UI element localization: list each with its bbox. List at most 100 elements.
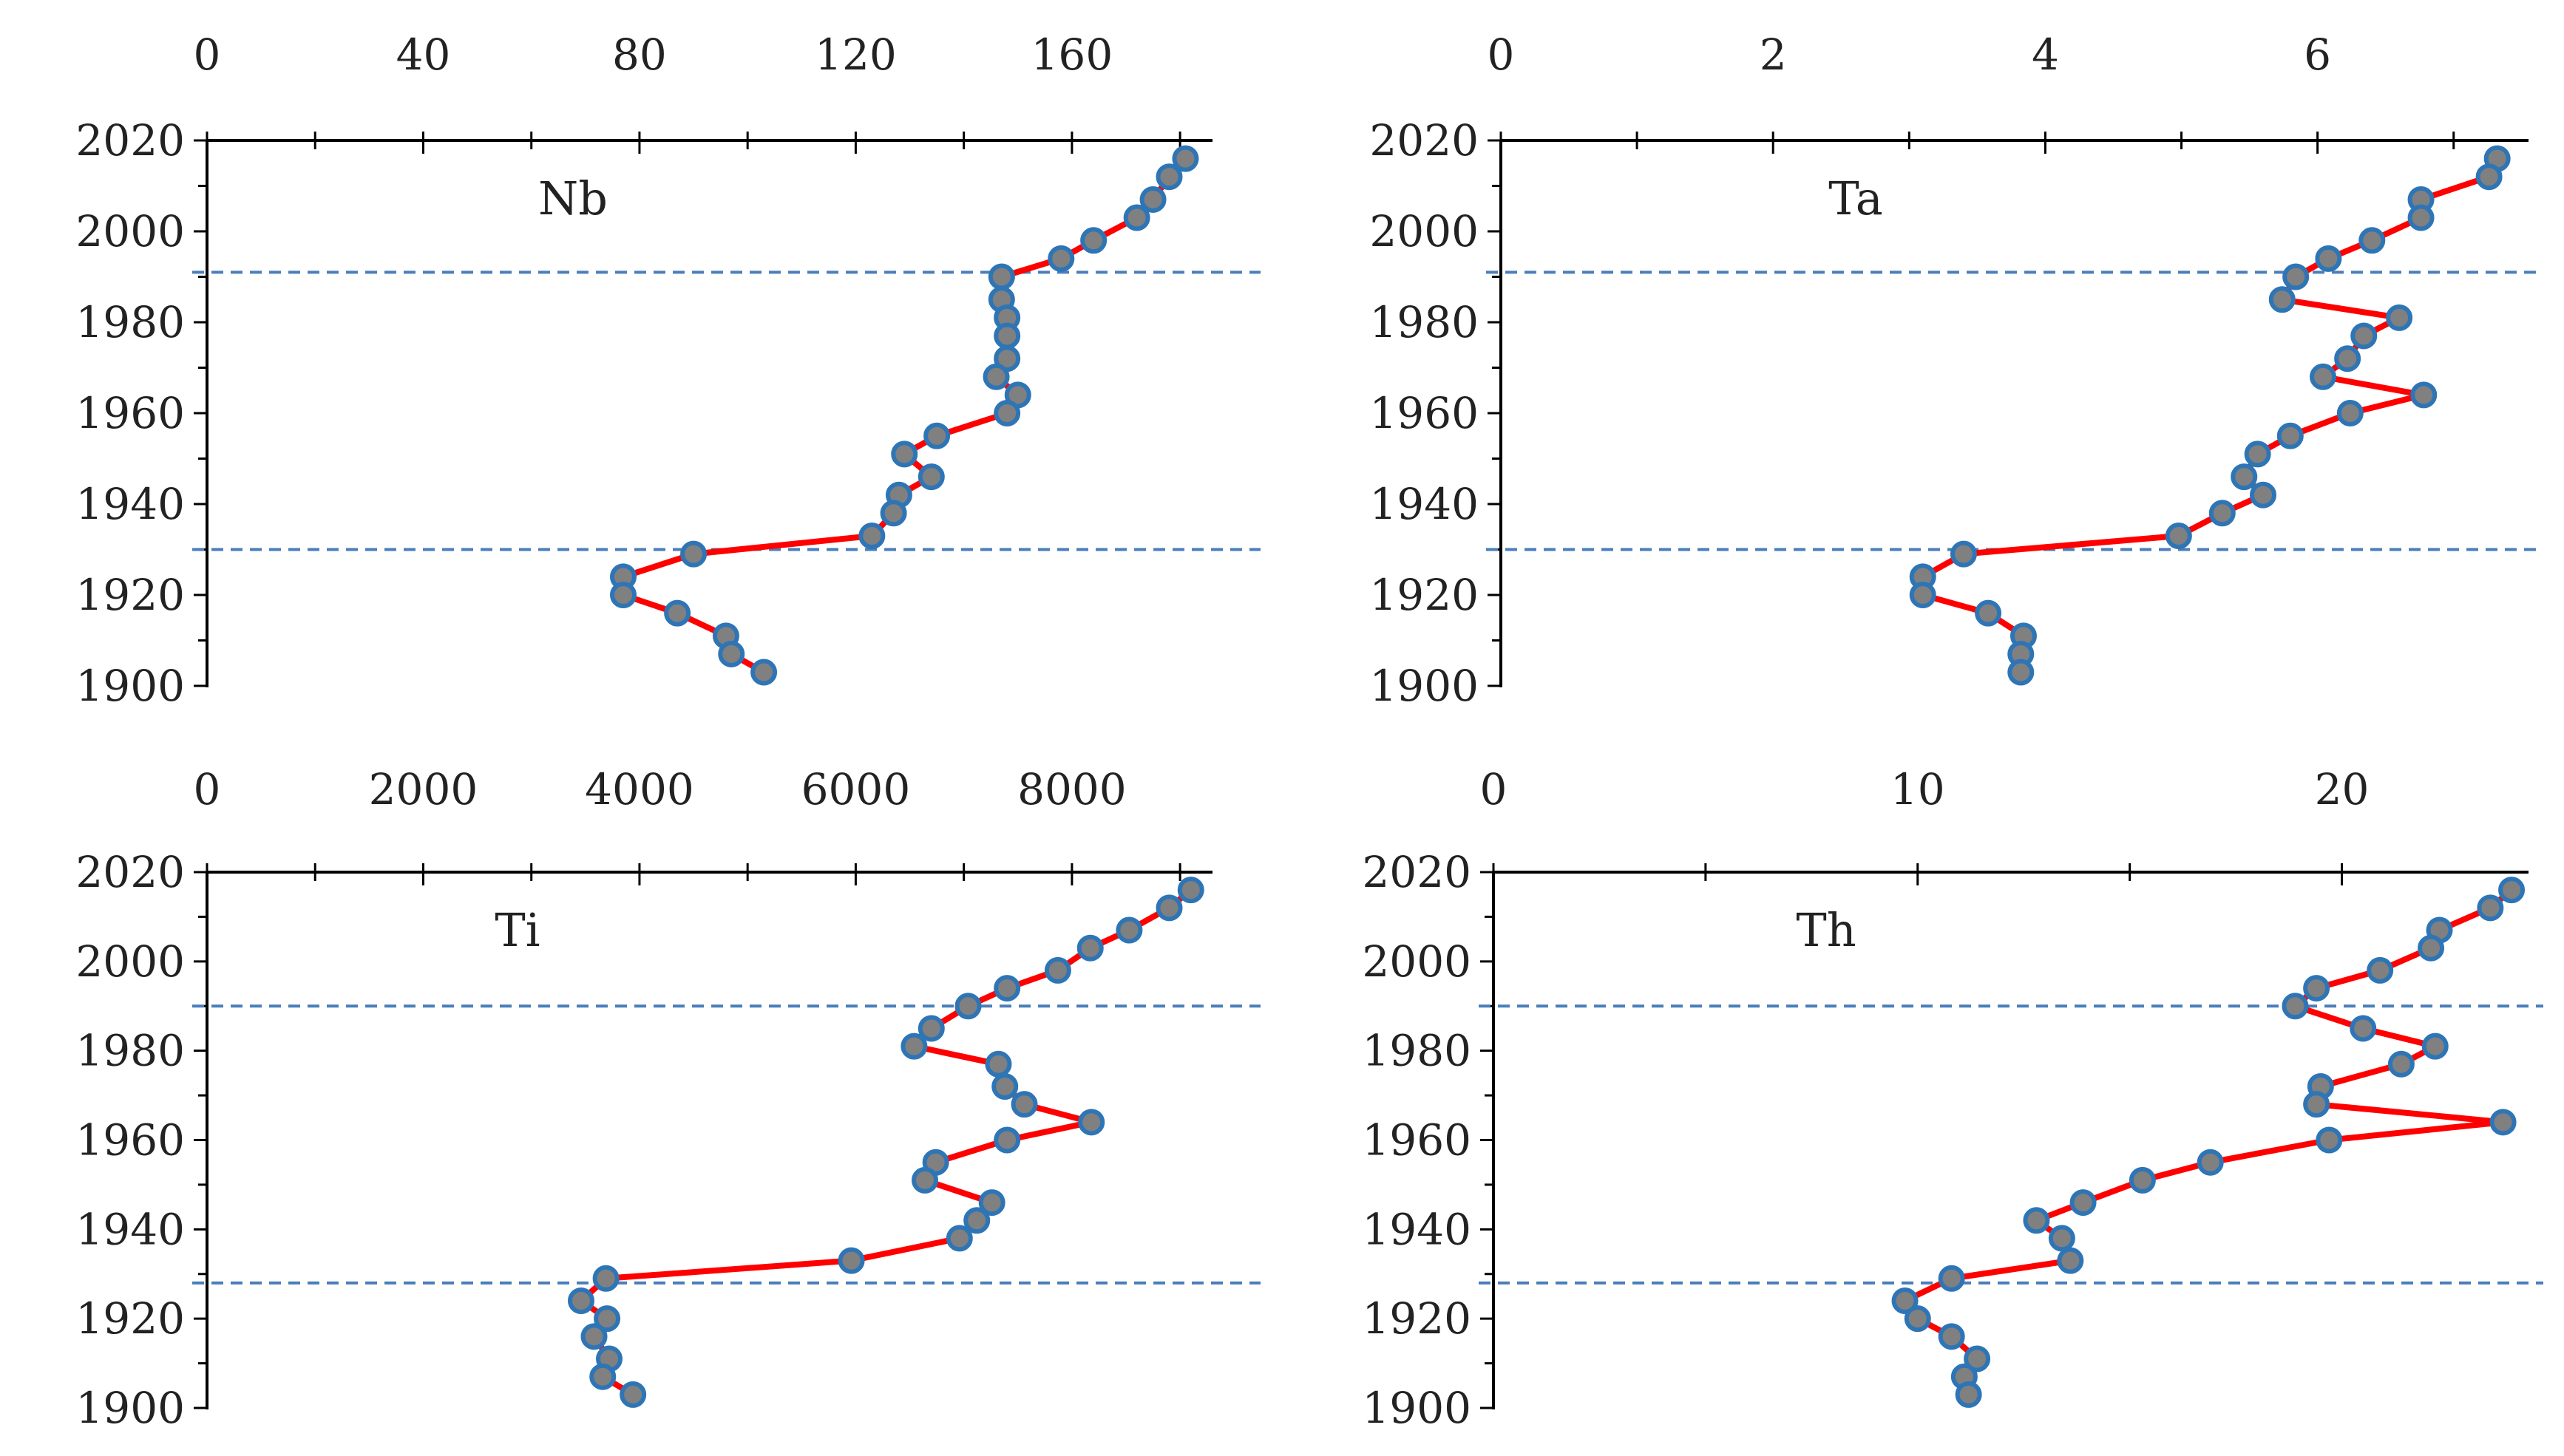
y-tick-label: 2020 xyxy=(1369,115,1479,166)
data-point xyxy=(946,1225,973,1252)
data-point xyxy=(923,422,951,449)
data-point xyxy=(880,500,907,527)
y-tick-label: 2000 xyxy=(75,206,185,256)
data-point xyxy=(2334,345,2361,372)
data-point xyxy=(2249,481,2276,508)
x-tick-label: 160 xyxy=(1031,30,1113,80)
x-tick-label: 40 xyxy=(396,30,451,80)
data-point xyxy=(1078,1109,1105,1136)
y-tick-label: 2020 xyxy=(1362,847,1471,897)
y-tick-label: 1940 xyxy=(75,479,185,529)
y-tick-label: 1920 xyxy=(1369,570,1479,620)
data-point xyxy=(978,1189,1005,1217)
data-point xyxy=(2407,204,2435,231)
data-point xyxy=(2498,877,2526,904)
data-point xyxy=(858,523,886,550)
data-point xyxy=(2268,286,2296,313)
data-point xyxy=(994,400,1021,426)
x-tick-label: 0 xyxy=(1480,764,1507,814)
data-point xyxy=(620,1381,647,1408)
data-point xyxy=(592,1265,620,1292)
data-point xyxy=(2057,1247,2084,1274)
y-tick-label: 1980 xyxy=(1362,1026,1471,1076)
data-point xyxy=(2129,1166,2156,1194)
x-tick-label: 0 xyxy=(194,30,221,80)
data-point xyxy=(567,1287,594,1314)
data-point xyxy=(1080,227,1108,254)
x-tick-label: 120 xyxy=(815,30,897,80)
chart-panel-nb: 0 40 80 120 160 1900 1920 1940 1960 1980 2000 2020 N… xyxy=(75,30,1261,711)
data-point xyxy=(2244,440,2271,468)
y-tick-label: 1920 xyxy=(1362,1293,1471,1344)
data-point xyxy=(918,1015,945,1042)
data-point xyxy=(1123,204,1150,231)
data-point xyxy=(1891,1287,1919,1314)
y-tick-label: 1960 xyxy=(75,1115,185,1166)
data-point xyxy=(2231,463,2258,491)
data-point xyxy=(2197,1149,2224,1176)
data-point xyxy=(1964,1345,1991,1372)
data-point xyxy=(1156,163,1183,191)
data-point xyxy=(994,975,1021,1002)
y-tick-label: 2020 xyxy=(75,847,185,897)
y-tick-label: 2000 xyxy=(1369,206,1479,256)
data-point xyxy=(580,1323,608,1350)
data-point xyxy=(1177,877,1204,904)
data-point xyxy=(2489,1109,2517,1136)
data-point xyxy=(2358,227,2386,254)
data-point xyxy=(994,1126,1021,1154)
data-point xyxy=(1909,582,1936,608)
data-point xyxy=(2282,263,2310,290)
x-tick-label: 4 xyxy=(2032,30,2059,80)
y-tick-label: 2020 xyxy=(75,115,185,166)
data-point xyxy=(1955,1381,1982,1408)
data-point xyxy=(1044,956,1071,984)
panel-title: Nb xyxy=(538,171,608,225)
data-point xyxy=(2475,163,2503,191)
data-point xyxy=(2276,422,2304,449)
data-point xyxy=(2208,500,2236,527)
data-point xyxy=(2350,1015,2377,1042)
data-point xyxy=(1156,894,1183,922)
data-point xyxy=(2282,993,2309,1020)
data-point xyxy=(901,1033,928,1060)
data-point xyxy=(2310,363,2336,390)
data-point xyxy=(988,263,1015,290)
data-point xyxy=(954,993,982,1020)
data-point xyxy=(2418,934,2445,962)
data-point xyxy=(2048,1225,2075,1252)
y-tick-label: 1940 xyxy=(75,1204,185,1254)
data-point xyxy=(2315,245,2342,272)
y-tick-label: 1920 xyxy=(75,570,185,620)
x-tick-label: 6000 xyxy=(801,764,911,814)
y-tick-label: 1900 xyxy=(75,661,185,711)
x-tick-label: 6 xyxy=(2304,30,2331,80)
data-point xyxy=(1172,145,1199,172)
data-point xyxy=(2421,1033,2449,1060)
data-point xyxy=(2477,894,2504,922)
data-point xyxy=(1904,1305,1931,1333)
x-tick-label: 2000 xyxy=(369,764,478,814)
series-line xyxy=(578,888,1193,1398)
data-point xyxy=(912,1166,939,1194)
data-point xyxy=(2367,956,2394,984)
data-point xyxy=(2386,304,2413,331)
data-point xyxy=(2316,1126,2343,1154)
y-tick-label: 1900 xyxy=(75,1383,185,1433)
data-point xyxy=(2007,659,2035,686)
x-tick-label: 10 xyxy=(1890,764,1945,814)
y-tick-label: 1960 xyxy=(75,388,185,438)
data-point xyxy=(918,463,945,491)
data-point xyxy=(991,1073,1019,1100)
data-point xyxy=(718,640,745,667)
data-point xyxy=(594,1305,621,1333)
data-point xyxy=(2023,1207,2050,1234)
y-tick-label: 1960 xyxy=(1362,1115,1471,1166)
data-point xyxy=(1938,1265,1965,1292)
data-point xyxy=(985,1050,1012,1078)
panel-title: Th xyxy=(1796,903,1856,957)
data-point xyxy=(1011,1091,1038,1118)
data-point xyxy=(2165,523,2192,550)
x-tick-label: 0 xyxy=(1488,30,1515,80)
